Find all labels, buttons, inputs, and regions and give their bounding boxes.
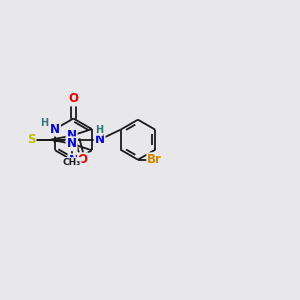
Text: N: N: [67, 129, 76, 142]
Text: H: H: [95, 125, 103, 135]
Text: Br: Br: [147, 153, 162, 166]
Text: CH₃: CH₃: [62, 158, 81, 167]
Text: N: N: [68, 154, 78, 167]
Text: S: S: [27, 133, 36, 146]
Text: O: O: [78, 153, 88, 166]
Text: O: O: [68, 92, 78, 106]
Text: N: N: [94, 133, 105, 146]
Text: H: H: [40, 118, 49, 128]
Text: N: N: [67, 137, 76, 150]
Text: N: N: [50, 123, 60, 136]
